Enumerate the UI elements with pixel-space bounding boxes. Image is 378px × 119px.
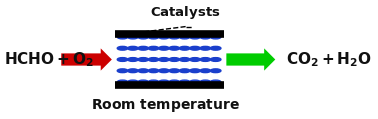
Circle shape — [148, 69, 159, 73]
Circle shape — [179, 35, 190, 39]
Circle shape — [128, 69, 138, 73]
Circle shape — [138, 58, 149, 61]
Text: $\bf{HCHO + O_2}$: $\bf{HCHO + O_2}$ — [4, 50, 94, 69]
Circle shape — [159, 58, 169, 61]
Circle shape — [179, 80, 190, 84]
Circle shape — [128, 80, 138, 84]
Circle shape — [169, 46, 180, 50]
Circle shape — [179, 69, 190, 73]
Circle shape — [200, 46, 211, 50]
Circle shape — [117, 58, 128, 61]
Circle shape — [211, 80, 221, 84]
Circle shape — [148, 80, 159, 84]
Circle shape — [117, 35, 128, 39]
Circle shape — [138, 80, 149, 84]
Circle shape — [190, 58, 200, 61]
Circle shape — [211, 58, 221, 61]
Circle shape — [211, 69, 221, 73]
Circle shape — [200, 58, 211, 61]
Circle shape — [200, 69, 211, 73]
Circle shape — [169, 80, 180, 84]
Circle shape — [117, 46, 128, 50]
Circle shape — [179, 58, 190, 61]
Circle shape — [117, 69, 128, 73]
Circle shape — [211, 46, 221, 50]
Circle shape — [200, 80, 211, 84]
Circle shape — [148, 58, 159, 61]
Circle shape — [169, 69, 180, 73]
Circle shape — [138, 69, 149, 73]
Circle shape — [159, 35, 169, 39]
Circle shape — [159, 69, 169, 73]
Circle shape — [190, 35, 200, 39]
Circle shape — [190, 46, 200, 50]
Circle shape — [128, 35, 138, 39]
Circle shape — [200, 35, 211, 39]
Circle shape — [128, 58, 138, 61]
Circle shape — [148, 35, 159, 39]
Circle shape — [211, 35, 221, 39]
Text: $\bf{CO_2 + H_2O}$: $\bf{CO_2 + H_2O}$ — [286, 50, 372, 69]
Text: $\bf{Room\ temperature}$: $\bf{Room\ temperature}$ — [91, 97, 240, 114]
Circle shape — [159, 80, 169, 84]
Circle shape — [138, 46, 149, 50]
Text: $\bf{Catalysts}$: $\bf{Catalysts}$ — [150, 4, 221, 21]
Circle shape — [190, 80, 200, 84]
Circle shape — [117, 80, 128, 84]
Circle shape — [179, 46, 190, 50]
Circle shape — [148, 46, 159, 50]
Circle shape — [169, 58, 180, 61]
Circle shape — [128, 46, 138, 50]
Circle shape — [159, 46, 169, 50]
Circle shape — [190, 69, 200, 73]
Circle shape — [138, 35, 149, 39]
Circle shape — [169, 35, 180, 39]
